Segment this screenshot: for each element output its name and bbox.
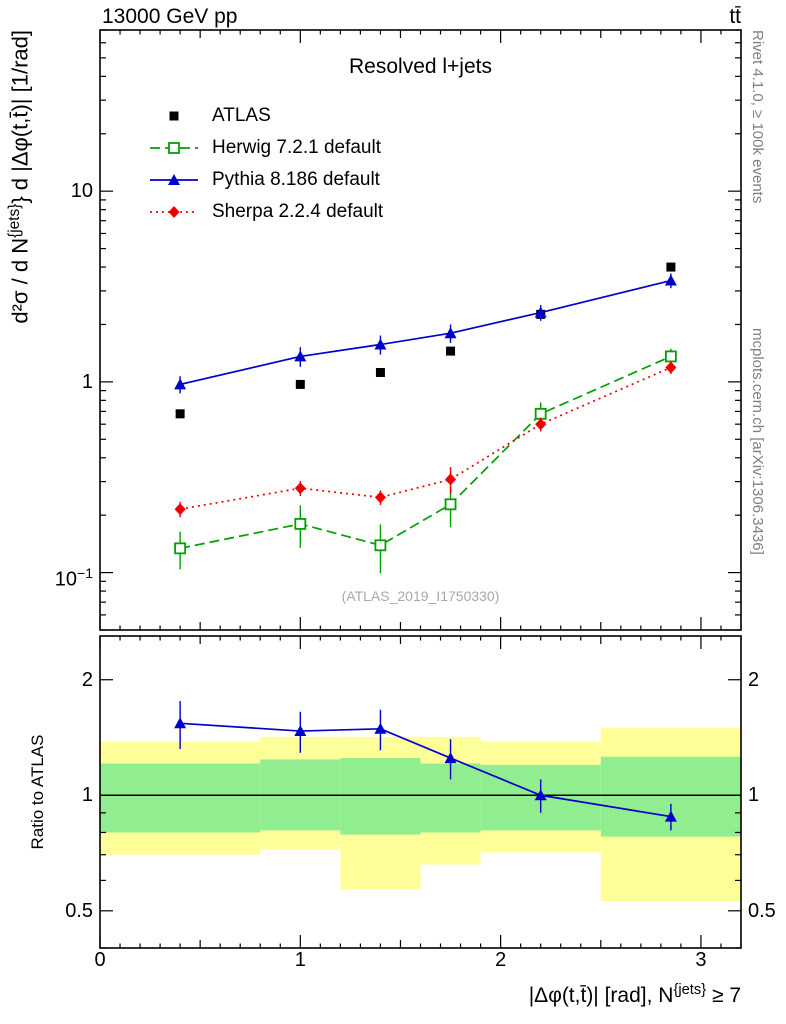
legend-sample-icon bbox=[150, 174, 198, 185]
x-tick-label: 1 bbox=[294, 949, 306, 971]
legend-label: ATLAS bbox=[212, 105, 271, 126]
ratio-y-tick-label-left: 1 bbox=[81, 784, 93, 807]
legend-sample-icon bbox=[150, 206, 198, 218]
legend: ATLAS Herwig 7.2.1 default Pythia 8.186 de… bbox=[148, 100, 383, 228]
main-series bbox=[174, 262, 677, 574]
ratio-uncertainty-bands bbox=[100, 727, 741, 902]
legend-item-3: Sherpa 2.2.4 default bbox=[148, 196, 383, 228]
x-tick-label: 0 bbox=[94, 949, 106, 971]
y-axis-label-sup: {jets} bbox=[6, 203, 23, 238]
main-y-tick-label: 10 bbox=[70, 180, 93, 203]
x-axis-label-sup: {jets} bbox=[673, 982, 707, 998]
legend-label: Sherpa 2.2.4 default bbox=[212, 201, 384, 222]
x-axis-label-pre: |Δφ(t,t̄)| [rad], N bbox=[528, 984, 674, 1007]
ratio-y-tick-label-right: 1 bbox=[748, 784, 760, 807]
ratio-series bbox=[174, 701, 677, 831]
analysis-watermark: (ATLAS_2019_I1750330) bbox=[341, 588, 500, 604]
main-y-tick-label: 10−1 bbox=[54, 564, 93, 591]
legend-label: Pythia 8.186 default bbox=[212, 169, 380, 190]
ratio-y-tick-label-right: 0.5 bbox=[748, 899, 776, 922]
process-label: tt̄ bbox=[729, 5, 741, 28]
legend-sample-icon bbox=[150, 142, 198, 154]
ratio-y-tick-label-right: 2 bbox=[748, 668, 760, 691]
panel-title: Resolved l+jets bbox=[349, 55, 492, 78]
x-axis-label-post: ≥ 7 bbox=[706, 984, 741, 1007]
x-tick-label: 2 bbox=[495, 949, 507, 971]
ratio-y-tick-label-left: 0.5 bbox=[65, 899, 93, 922]
legend-sample-icon bbox=[169, 111, 179, 121]
legend-item-1: Herwig 7.2.1 default bbox=[148, 132, 383, 164]
y-axis-label-pre: d²σ / d N bbox=[7, 237, 33, 324]
legend-item-2: Pythia 8.186 default bbox=[148, 164, 383, 196]
x-axis-label: |Δφ(t,t̄)| [rad], N{jets} ≥ 7 bbox=[96, 982, 741, 1008]
y-axis-label: d²σ / d N{jets}} d |Δφ(t,t̄)| [1/rad] bbox=[6, 30, 33, 632]
y-axis-label-post: } d |Δφ(t,t̄)| [1/rad] bbox=[7, 30, 33, 204]
axis-ticks bbox=[99, 29, 742, 949]
beam-energy-label: 13000 GeV pp bbox=[102, 5, 238, 28]
legend-label: Herwig 7.2.1 default bbox=[212, 137, 381, 158]
ratio-y-tick-label-left: 2 bbox=[81, 668, 93, 691]
legend-item-0: ATLAS bbox=[148, 100, 383, 132]
mcplots-arxiv-note: mcplots.cern.ch [arXiv:1306.3436] bbox=[749, 328, 766, 555]
main-y-tick-label: 1 bbox=[81, 370, 93, 393]
x-tick-label: 3 bbox=[695, 949, 707, 971]
rivet-version-note: Rivet 4.1.0, ≥ 100k events bbox=[749, 30, 766, 204]
